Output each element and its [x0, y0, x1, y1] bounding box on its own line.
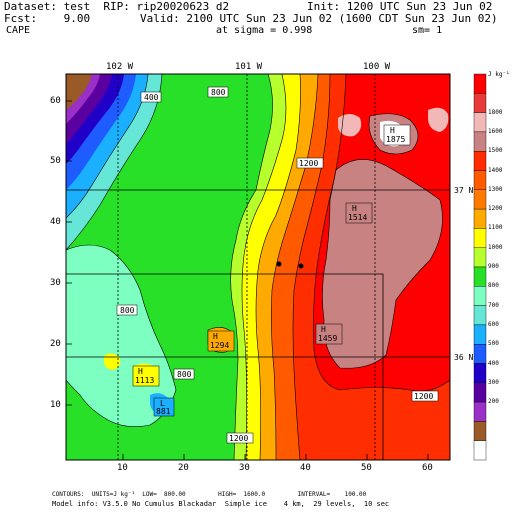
colorbar-swatch	[473, 421, 487, 441]
colorbar-swatch	[473, 228, 487, 248]
header-dataset: Dataset: test RIP: rip20020623 d2	[4, 0, 230, 13]
contour-label-1200-bottom: 1200	[229, 434, 248, 443]
colorbar-level-label: 1300	[488, 185, 503, 193]
high-marker: H	[321, 325, 326, 334]
lat-label-36n: 36 N	[454, 353, 474, 362]
low-value: 881	[156, 407, 171, 416]
lon-label-102w: 102 W	[106, 62, 134, 72]
header-init: Init: 1200 UTC Sun 23 Jun 02	[307, 0, 493, 13]
colorbar-swatch	[473, 324, 487, 345]
colorbar-swatch	[473, 208, 487, 229]
colorbar-level-label: 1800	[488, 108, 503, 116]
x-tick-60: 60	[422, 463, 433, 473]
high-marker: H	[390, 126, 395, 135]
x-tick-10: 10	[117, 463, 128, 473]
y-tick-30: 30	[50, 278, 61, 288]
contour-lines	[66, 74, 450, 460]
y-tick-50: 50	[50, 156, 61, 166]
colorbar-level-label: 1500	[488, 147, 503, 155]
colorbar-level-label: 700	[488, 301, 499, 309]
header-fcst: Fcst: 9.00	[4, 12, 91, 25]
footer-model-info: Model info: V3.5.0 No Cumulus Blackadar …	[52, 500, 390, 508]
colorbar-level-label: 300	[488, 378, 499, 386]
colorbar-swatch	[473, 93, 487, 113]
colorbar-unit: J kg⁻¹	[488, 71, 510, 78]
map-labels: 400 800 1200 H 1514 H 1875 H 1459 H 1294…	[116, 86, 439, 444]
y-tick-10: 10	[50, 400, 61, 410]
header-valid: Valid: 2100 UTC Sun 23 Jun 02 (1600 CDT …	[140, 12, 498, 25]
lon-label-100w: 100 W	[363, 62, 391, 72]
x-tick-30: 30	[239, 463, 250, 473]
colorbar-swatch	[473, 73, 487, 94]
contour-label-800-left: 800	[120, 306, 135, 315]
colorbar-swatch	[473, 170, 487, 190]
station-dot	[298, 263, 304, 269]
colorbar-swatch	[473, 382, 487, 403]
colorbar-level-label: 1600	[488, 127, 503, 135]
colorbar-swatch	[473, 440, 487, 461]
header-sigma: at sigma = 0.998	[216, 25, 313, 36]
colorbar-level-label: 1000	[488, 243, 503, 251]
high-marker: H	[352, 204, 357, 213]
colorbar-swatch	[473, 189, 487, 210]
y-tick-60: 60	[50, 96, 61, 106]
contour-label-800-low: 800	[177, 370, 192, 379]
y-tick-40: 40	[50, 217, 61, 227]
colorbar-swatch	[473, 363, 487, 383]
colorbar-swatch	[473, 286, 487, 306]
low-marker: L	[160, 399, 165, 408]
high-value: 1514	[348, 213, 367, 222]
colorbar-swatch	[473, 131, 487, 152]
x-tick-40: 40	[300, 463, 311, 473]
colorbar-swatch	[473, 266, 487, 287]
contour-label-400: 400	[144, 93, 159, 102]
colorbar-swatch	[473, 401, 487, 422]
colorbar-swatch	[473, 344, 487, 364]
lon-label-101w: 101 W	[235, 62, 263, 72]
colorbar-level-label: 1400	[488, 166, 503, 174]
contour-label-1200-top: 1200	[299, 159, 318, 168]
header-smoothing: sm= 1	[412, 25, 443, 36]
contour-label-1200-right: 1200	[414, 392, 433, 401]
footer-contours: CONTOURS: UNITS=J kg⁻¹ LOW= 800.00 HIGH=…	[52, 491, 367, 498]
colorbar-level-label: 900	[488, 263, 499, 270]
x-tick-50: 50	[361, 463, 372, 473]
colorbar-swatch	[473, 305, 487, 326]
colorbar-swatch	[473, 112, 487, 133]
high-marker: H	[213, 332, 218, 341]
colorbar-level-label: 1100	[488, 224, 503, 232]
high-value: 1459	[318, 334, 337, 343]
high-value: 1113	[135, 376, 154, 385]
colorbar-level-label: 800	[488, 282, 499, 290]
colorbar-level-label: 1200	[488, 205, 503, 213]
high-value: 1294	[210, 341, 229, 350]
colorbar-level-label: 500	[488, 340, 499, 348]
colorbar	[473, 73, 487, 461]
colorbar-swatch	[473, 247, 487, 268]
station-dot	[276, 261, 282, 267]
colorbar-level-label: 200	[488, 398, 499, 406]
graticule	[66, 74, 450, 460]
x-tick-20: 20	[178, 463, 189, 473]
colorbar-level-label: 400	[488, 359, 499, 367]
plot-frame	[65, 73, 451, 461]
axis-ticks	[66, 100, 429, 460]
colorbar-level-label: 600	[488, 320, 499, 328]
y-tick-20: 20	[50, 339, 61, 349]
lat-label-37n: 37 N	[454, 186, 474, 195]
high-value: 1875	[386, 135, 405, 144]
high-marker: H	[138, 367, 143, 376]
colorbar-swatch	[473, 150, 487, 171]
contour-label-800-top: 800	[211, 88, 226, 97]
header-field: CAPE	[6, 25, 31, 36]
